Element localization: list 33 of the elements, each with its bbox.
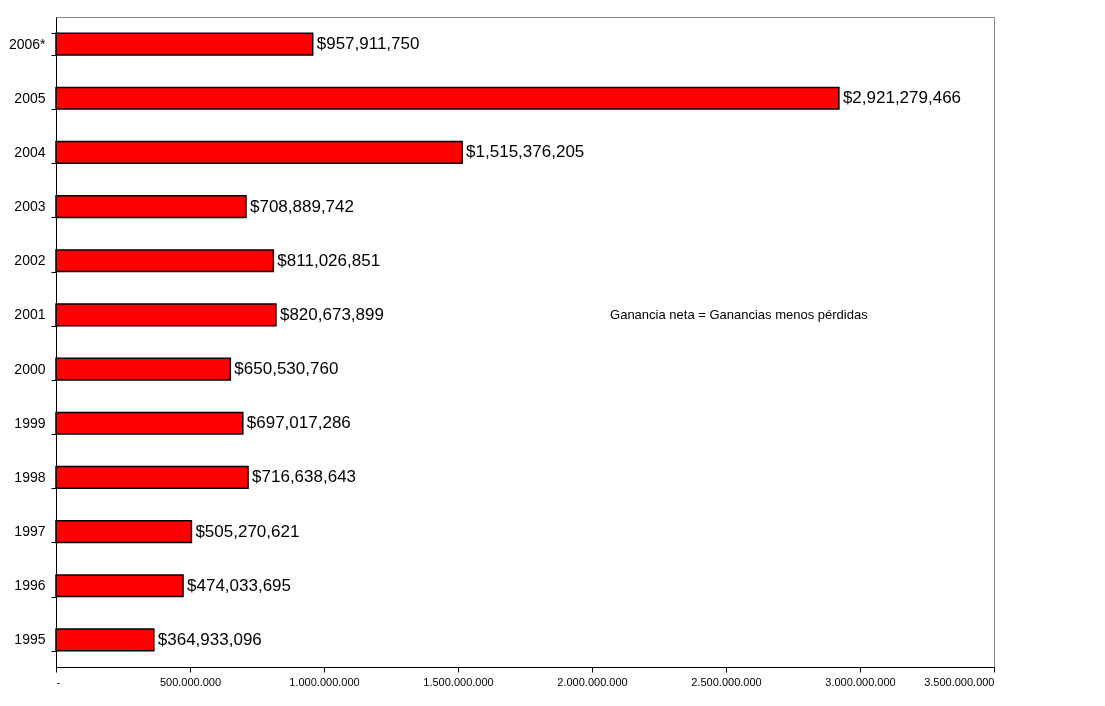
data-label: $364,933,096 — [157, 629, 262, 649]
y-tick-label: 2005 — [14, 89, 46, 106]
x-tick-label: 1.500.000.000 — [423, 675, 494, 688]
y-tick-label: 1996 — [14, 577, 46, 594]
data-label: $811,026,851 — [277, 250, 381, 270]
x-tick-label: - — [56, 675, 61, 688]
y-tick-label: 1995 — [14, 631, 46, 648]
data-label: $1,515,376,205 — [466, 142, 585, 162]
annotation: Ganancia neta = Ganancias menos pérdidas — [610, 306, 869, 322]
x-tick-label: 2.500.000.000 — [691, 675, 762, 688]
data-label: $708,889,742 — [249, 196, 354, 216]
data-label: $820,673,899 — [279, 304, 384, 324]
x-tick-label: 1.000.000.000 — [289, 675, 360, 688]
y-tick-label: 2004 — [14, 143, 46, 160]
y-tick-label: 2002 — [14, 252, 46, 269]
data-label: $957,911,750 — [316, 34, 420, 54]
x-tick-label: 2.000.000.000 — [557, 675, 628, 688]
x-tick-label: 3.000.000.000 — [825, 675, 896, 688]
y-tick-label: 1999 — [14, 414, 46, 431]
x-tick-label: 3.500.000.000 — [924, 675, 995, 688]
data-label: $2,921,279,466 — [842, 88, 962, 108]
y-tick-label: 2000 — [14, 360, 46, 377]
y-tick-label: 1997 — [14, 523, 46, 540]
data-label: $697,017,286 — [246, 413, 351, 433]
x-tick-label: 500.000.000 — [159, 675, 222, 688]
data-label: $650,530,760 — [234, 359, 339, 379]
y-tick-label: 2003 — [14, 198, 46, 215]
y-tick-label: 2006* — [8, 35, 47, 52]
y-tick-label: 2001 — [14, 306, 46, 323]
data-label: $505,270,621 — [195, 521, 300, 541]
y-tick-label: 1998 — [14, 468, 46, 485]
data-label: $474,033,695 — [187, 575, 292, 595]
data-label: $716,638,643 — [252, 467, 357, 487]
